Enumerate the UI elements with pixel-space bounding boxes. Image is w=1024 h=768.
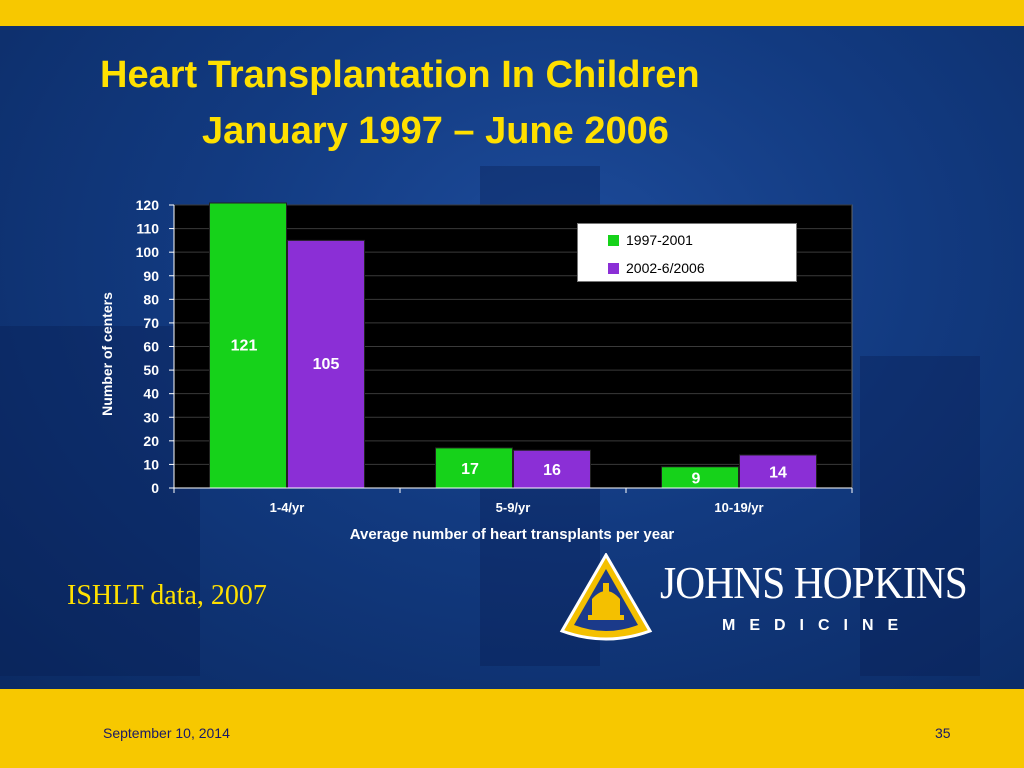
bars: 121 105 17 16 9 14: [209, 202, 817, 489]
bar-2002-6-2006-10-19-yr: [739, 454, 817, 489]
x-tick-label: 5-9/yr: [496, 500, 531, 515]
slide-title-line-1: Heart Transplantation In Children: [100, 54, 700, 96]
bar-data-label: 105: [313, 356, 340, 373]
bar-data-label: 16: [543, 462, 561, 479]
y-tick-label: 60: [143, 339, 159, 355]
y-tick-label: 0: [151, 480, 159, 496]
y-tick-label: 30: [143, 409, 159, 425]
bar-data-label: 17: [461, 461, 479, 478]
y-tick-label: 10: [143, 456, 159, 472]
bar-data-label: 14: [769, 464, 787, 481]
bar-1997-2001-5-9-yr: [435, 447, 513, 489]
y-axis-label: Number of centers: [99, 292, 115, 416]
legend-swatch-series-2: [608, 263, 619, 274]
bar-2002-6-2006-5-9-yr: [513, 449, 591, 489]
y-tick-label: 50: [143, 362, 159, 378]
background-building: [0, 326, 200, 676]
y-tick-label: 110: [136, 221, 159, 237]
top-band: [0, 0, 1024, 26]
x-tick-label: 1-4/yr: [270, 500, 305, 515]
x-axis-label: Average number of heart transplants per …: [350, 526, 675, 543]
y-axis-ticks: 0 10 20 30 40 50 60 70 80 90 100 110 120: [136, 197, 175, 496]
page-number: 35: [935, 725, 951, 741]
source-note: ISHLT data, 2007: [67, 580, 267, 611]
legend-label-series-2: 2002-6/2006: [626, 260, 705, 276]
legend-item-series-1: 1997-2001: [608, 232, 693, 248]
y-tick-label: 120: [136, 197, 160, 213]
x-axis-ticks: 1-4/yr 5-9/yr 10-19/yr: [173, 488, 853, 515]
logo-wordmark: JOHNS HOPKINS: [660, 557, 968, 608]
y-tick-label: 80: [143, 291, 159, 307]
y-tick-label: 100: [136, 244, 160, 260]
logo-subtitle: MEDICINE: [722, 617, 913, 634]
slide-title-line-2: January 1997 – June 2006: [202, 110, 669, 152]
footer-date: September 10, 2014: [103, 725, 230, 741]
y-tick-label: 20: [143, 433, 159, 449]
bar-2002-6-2006-1-4-yr: [287, 239, 365, 489]
y-tick-label: 90: [143, 268, 159, 284]
chart-legend: 1997-2001 2002-6/2006: [577, 223, 797, 282]
legend-label-series-1: 1997-2001: [626, 232, 693, 248]
bar-1997-2001-1-4-yr: [209, 202, 287, 489]
footer-band: [0, 689, 1024, 768]
y-tick-label: 40: [143, 386, 159, 402]
bar-data-label: 9: [692, 470, 701, 487]
background-building: [860, 356, 980, 676]
bar-data-label: 121: [231, 338, 258, 355]
hopkins-shield-logo: [559, 553, 653, 641]
legend-swatch-series-1: [608, 235, 619, 246]
legend-item-series-2: 2002-6/2006: [608, 260, 705, 276]
x-tick-label: 10-19/yr: [714, 500, 763, 515]
y-tick-label: 70: [143, 315, 159, 331]
